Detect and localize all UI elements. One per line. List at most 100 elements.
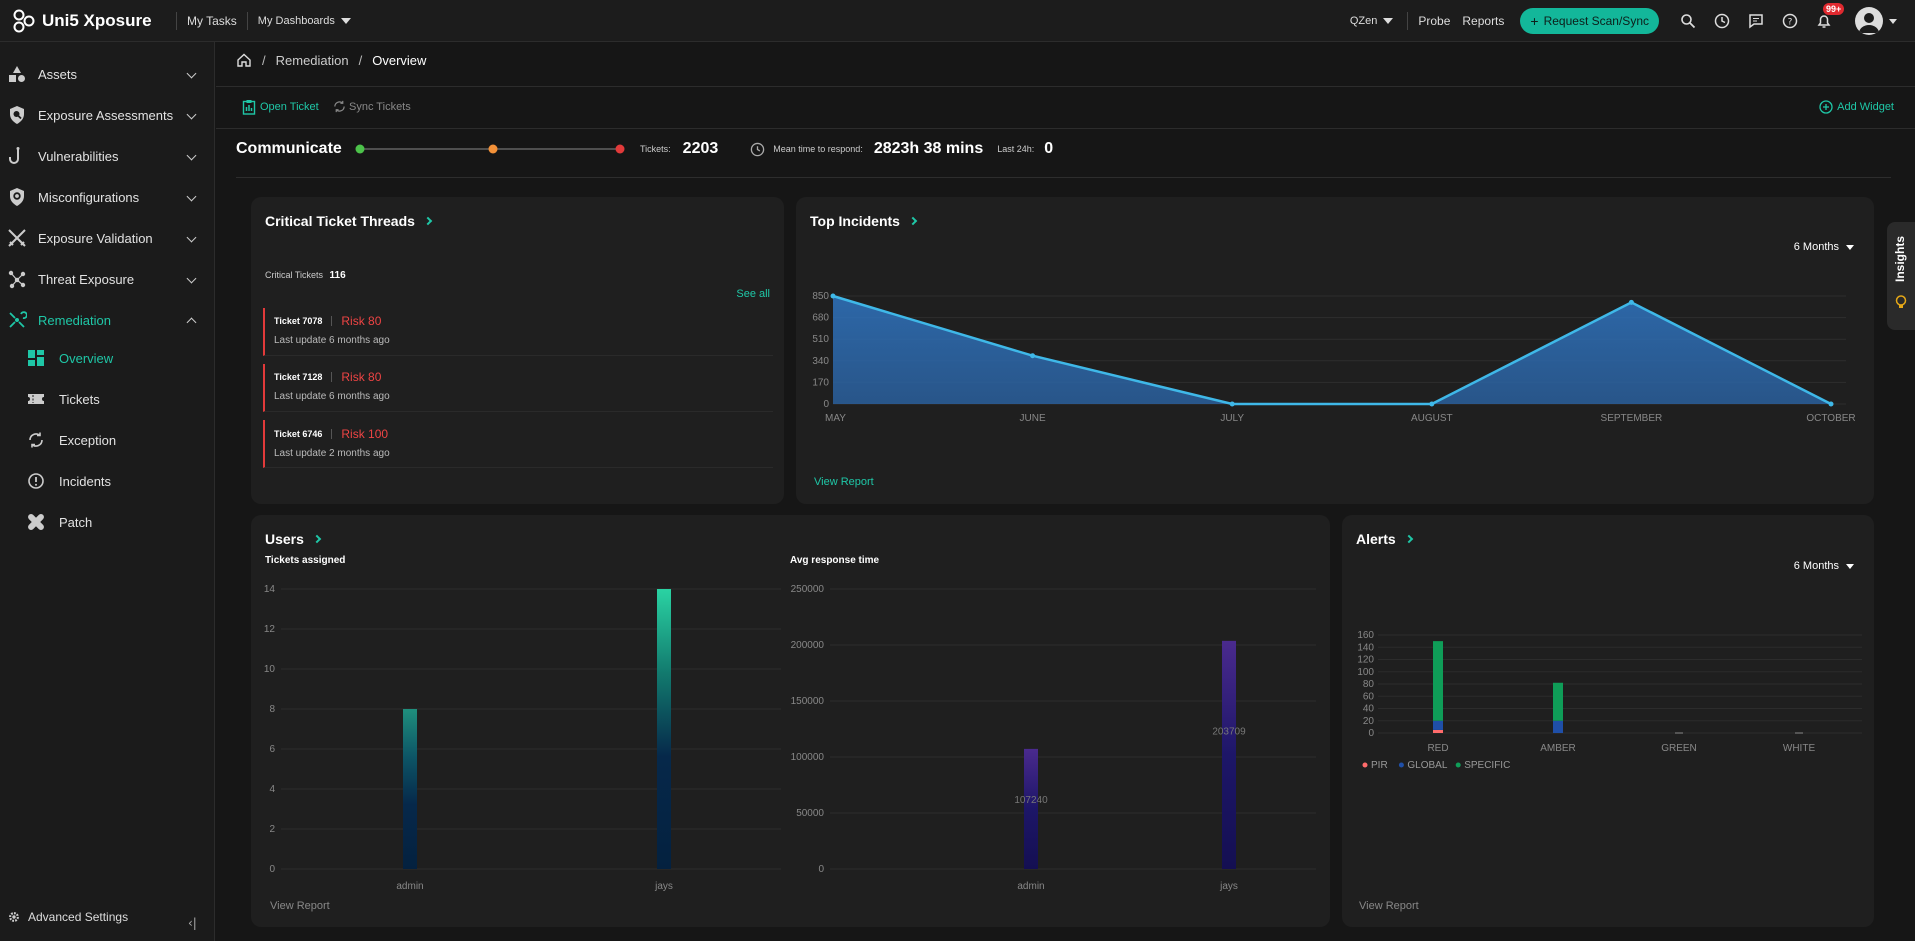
avatar[interactable] <box>1855 7 1883 35</box>
sidebar-item-exposure-validation[interactable]: Exposure Validation <box>0 218 215 258</box>
sidebar-item-label: Vulnerabilities <box>38 148 119 164</box>
breadcrumb: / Remediation / Overview <box>236 52 426 68</box>
sidebar-item-misconfigurations[interactable]: Misconfigurations <box>0 177 215 217</box>
divider <box>236 177 1891 178</box>
sidebar-item-vulnerabilities[interactable]: Vulnerabilities <box>0 136 215 176</box>
y-tick-label: 170 <box>812 377 829 388</box>
view-report-link[interactable]: View Report <box>270 900 330 912</box>
legend-label: GLOBAL <box>1407 760 1447 771</box>
x-tick-label: jays <box>654 881 673 892</box>
y-tick-label: 510 <box>812 334 829 345</box>
sidebar-item-tickets[interactable]: Tickets <box>27 381 100 417</box>
card-title-text: Alerts <box>1356 531 1396 547</box>
avg-response-chart: 0 50000 100000 150000 200000 250000 admin 10724… <box>791 584 1316 892</box>
top-incidents-title[interactable]: Top Incidents <box>810 213 918 229</box>
y-tick-label: 14 <box>264 584 276 595</box>
sidebar-item-incidents[interactable]: Incidents <box>27 463 111 499</box>
sidebar-item-exposure-assessments[interactable]: Exposure Assessments <box>0 95 215 135</box>
view-report-link[interactable]: View Report <box>814 476 874 488</box>
tenant-label: QZen <box>1349 15 1378 27</box>
open-ticket-button[interactable]: Open Ticket <box>242 99 319 115</box>
sidebar-item-label: Assets <box>38 66 78 82</box>
users-title[interactable]: Users <box>265 531 322 547</box>
sidebar-item-label: Tickets <box>59 391 100 407</box>
my-dashboards-dropdown[interactable]: My Dashboards <box>258 15 351 27</box>
advanced-settings-link[interactable]: Advanced Settings <box>8 910 128 924</box>
sidebar-item-patch[interactable]: Patch <box>27 504 92 540</box>
y-tick-label: 250000 <box>791 584 825 595</box>
ticket-item[interactable]: Ticket 7128 Risk 80 Last update 6 months… <box>263 364 773 412</box>
sidebar-item-label: Overview <box>59 350 114 366</box>
last24-value: 0 <box>1044 140 1054 157</box>
sidebar-item-label: Exposure Validation <box>38 230 153 246</box>
insights-tab[interactable]: Insights <box>1887 222 1915 330</box>
ticket-id: Ticket 7128 <box>274 372 323 382</box>
series-line <box>832 294 1832 406</box>
card-title-text: Critical Ticket Threads <box>265 213 415 229</box>
home-icon[interactable] <box>236 52 252 68</box>
exception-icon <box>29 432 43 448</box>
critical-count: Critical Tickets 116 <box>265 270 346 281</box>
breadcrumb-remediation[interactable]: Remediation <box>275 52 349 68</box>
period-dropdown[interactable]: 6 Months <box>1794 241 1854 253</box>
top-incidents-chart: 0 170 340 510 680 850 MAY JUNE JULY AUGUST SEPTEMB… <box>812 291 1855 424</box>
view-report-link[interactable]: View Report <box>1359 900 1419 912</box>
help-icon[interactable]: ? <box>1782 13 1798 29</box>
chevron-up-icon <box>186 317 197 328</box>
notification-badge: 99+ <box>1823 3 1845 15</box>
probe-link[interactable]: Probe <box>1418 14 1451 28</box>
alerts-title[interactable]: Alerts <box>1356 531 1413 547</box>
y-tick-label: 10 <box>264 664 276 675</box>
bar <box>657 589 671 869</box>
see-all-link[interactable]: See all <box>736 288 770 300</box>
critical-ticket-threads-title[interactable]: Critical Ticket Threads <box>265 213 433 229</box>
sidebar-item-remediation[interactable]: Remediation <box>0 300 215 340</box>
users-card: Users Tickets assigned Avg response time… <box>251 515 1330 927</box>
add-widget-button[interactable]: Add Widget <box>1819 100 1894 114</box>
sidebar-item-assets[interactable]: Assets <box>0 54 215 94</box>
card-title-text: Users <box>265 531 304 547</box>
sidebar-item-label: Exception <box>59 432 117 448</box>
data-point <box>1628 299 1634 305</box>
my-tasks-link[interactable]: My Tasks <box>187 13 237 28</box>
search-icon[interactable] <box>1680 13 1696 29</box>
tenant-dropdown[interactable]: QZen <box>1350 15 1394 27</box>
period-dropdown[interactable]: 6 Months <box>1794 560 1854 572</box>
ticket-separator <box>331 372 333 382</box>
separator <box>1407 12 1409 30</box>
sync-tickets-button[interactable]: Sync Tickets <box>333 100 411 113</box>
sidebar-item-threat-exposure[interactable]: Threat Exposure <box>0 259 215 299</box>
critical-count-value: 116 <box>329 270 346 281</box>
communicate-title: Communicate <box>236 140 342 157</box>
swords-icon <box>8 229 26 247</box>
account-chevron-icon[interactable] <box>1889 18 1897 24</box>
y-tick-label: 160 <box>1357 630 1374 641</box>
notification-bell[interactable]: 99+ <box>1816 3 1845 29</box>
data-point <box>1229 401 1235 407</box>
nodes-icon <box>8 270 26 289</box>
area-fill <box>833 296 1831 404</box>
last24-label: Last 24h: <box>997 144 1035 154</box>
y-tick-label: 12 <box>264 624 276 635</box>
chat-icon[interactable] <box>1748 13 1764 29</box>
clipboard-icon <box>242 100 256 115</box>
sidebar-item-exception[interactable]: Exception <box>27 422 116 458</box>
sidebar-item-label: Exposure Assessments <box>38 107 174 123</box>
collapse-sidebar-icon[interactable]: ‹| <box>188 916 197 930</box>
clock-icon[interactable] <box>1714 13 1730 29</box>
grid-icon <box>28 350 44 366</box>
request-scan-button[interactable]: + Request Scan/Sync <box>1520 8 1659 34</box>
ticket-item[interactable]: Ticket 7078 Risk 80 Last update 6 months… <box>263 308 773 356</box>
ticket-separator <box>331 316 333 326</box>
critical-ticket-threads-card: Critical Ticket Threads Critical Tickets… <box>251 197 784 504</box>
ticket-item[interactable]: Ticket 6746 Risk 100 Last update 2 month… <box>263 420 773 468</box>
y-tick-label: 100000 <box>791 752 825 763</box>
sidebar-item-overview[interactable]: Overview <box>27 340 113 376</box>
y-tick-label: 850 <box>812 291 829 302</box>
x-tick-label: MAY <box>825 413 846 424</box>
data-point <box>1429 401 1435 407</box>
ticket-update: Last update 6 months ago <box>274 335 390 346</box>
app-logo[interactable]: Uni5 Xposure <box>10 8 168 34</box>
reports-link[interactable]: Reports <box>1462 14 1505 28</box>
